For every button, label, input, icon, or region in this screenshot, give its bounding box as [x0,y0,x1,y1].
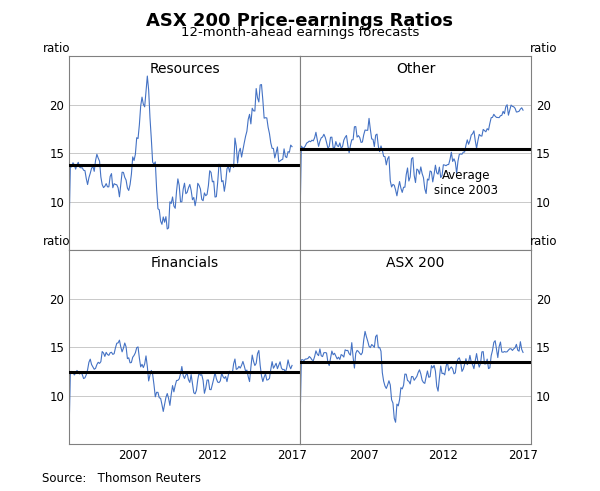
Text: Resources: Resources [149,62,220,76]
Text: Financials: Financials [151,256,218,270]
Text: 12-month-ahead earnings forecasts: 12-month-ahead earnings forecasts [181,26,419,38]
Text: ASX 200 Price-earnings Ratios: ASX 200 Price-earnings Ratios [146,12,454,30]
Text: ratio: ratio [530,42,557,55]
Text: ratio: ratio [43,42,70,55]
Text: Other: Other [396,62,435,76]
Text: ASX 200: ASX 200 [386,256,445,270]
Text: ratio: ratio [530,236,557,248]
Text: Average
since 2003: Average since 2003 [434,169,499,197]
Text: Source:   Thomson Reuters: Source: Thomson Reuters [42,472,201,485]
Text: ratio: ratio [43,236,70,248]
